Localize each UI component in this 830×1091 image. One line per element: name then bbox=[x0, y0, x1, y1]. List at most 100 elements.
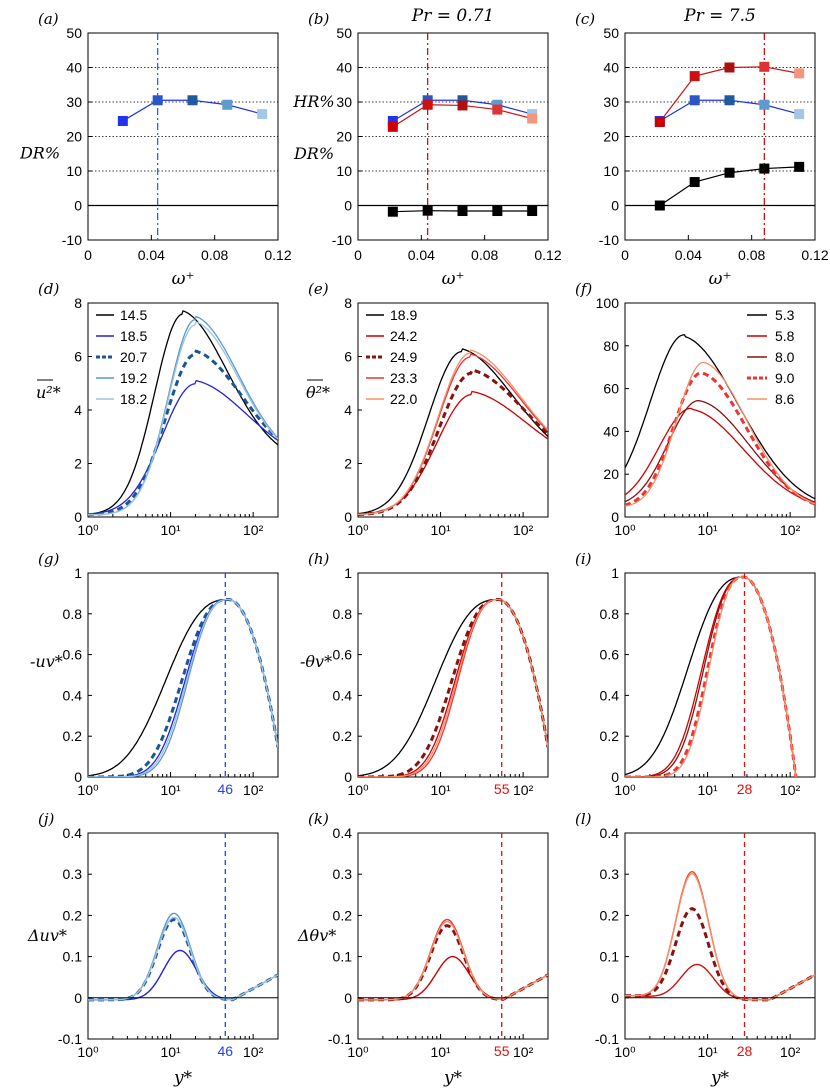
x-tick-label: 0 bbox=[621, 247, 629, 263]
x-axis-label: y* bbox=[443, 1068, 463, 1088]
y-axis-label: DR% bbox=[19, 144, 60, 163]
legend-label: 5.8 bbox=[775, 328, 795, 344]
curve-5.3 bbox=[625, 334, 815, 500]
legend-label: 22.0 bbox=[390, 391, 417, 407]
x-tick-label: 10² bbox=[780, 522, 801, 538]
curve-difference bbox=[88, 916, 278, 1001]
panel-label: (c) bbox=[575, 10, 595, 28]
plot-frame bbox=[87, 832, 279, 1040]
legend-label: 5.3 bbox=[775, 307, 795, 323]
panel-label: (h) bbox=[308, 550, 330, 568]
y-tick-label: 100 bbox=[596, 295, 620, 311]
y-tick-label: 40 bbox=[603, 60, 619, 76]
data-point-diff bbox=[492, 206, 503, 217]
x-tick-label: 10² bbox=[243, 1044, 264, 1060]
legend-label: 23.3 bbox=[390, 370, 417, 386]
y-tick-label: 0.1 bbox=[63, 949, 83, 965]
x-tick-label: 10⁰ bbox=[614, 782, 636, 798]
panel-j: (j) -0.1 0 0.1 0.2 0.3 0.4 10⁰ 10¹ 10² 46 Δuv* y* bbox=[27, 810, 279, 1088]
curve-23.3 bbox=[358, 353, 548, 516]
y-tick-label: 4 bbox=[344, 402, 352, 418]
y-tick-label: 0.2 bbox=[600, 907, 620, 923]
x-tick-label: 10² bbox=[243, 522, 264, 538]
panel-label: (g) bbox=[38, 550, 59, 568]
curve-profile bbox=[625, 576, 797, 777]
data-point-DR bbox=[117, 115, 128, 126]
plot-area bbox=[358, 348, 548, 516]
curve-22.0 bbox=[358, 349, 548, 516]
panel-label: (d) bbox=[38, 280, 59, 298]
data-point-diff bbox=[759, 163, 770, 174]
y-tick-label: 2 bbox=[74, 456, 82, 472]
y-tick-label: 1 bbox=[74, 565, 82, 581]
y-tick-label: 0.2 bbox=[333, 728, 353, 744]
y-tick-label: 0.4 bbox=[600, 687, 620, 703]
x-axis-label: ω⁺ bbox=[709, 269, 732, 289]
data-point-DR bbox=[222, 99, 233, 110]
legend-label: 18.5 bbox=[120, 328, 147, 344]
curve-difference bbox=[625, 873, 815, 1001]
panel-l: (l) -0.1 0 0.1 0.2 0.3 0.4 10⁰ 10¹ 10² 28 y* bbox=[575, 810, 816, 1088]
y-axis-label: -uv* bbox=[30, 652, 63, 671]
data-point-HR bbox=[759, 61, 770, 72]
y-tick-label: 0.3 bbox=[600, 866, 620, 882]
y-tick-label: 0.4 bbox=[333, 825, 353, 841]
y-tick-label: 0 bbox=[344, 769, 352, 785]
y-tick-label: 0.2 bbox=[63, 907, 83, 923]
x-tick-label: 0 bbox=[354, 247, 362, 263]
y-tick-label: 0.6 bbox=[600, 647, 620, 663]
plot-area bbox=[88, 310, 278, 517]
curve-18.5 bbox=[88, 379, 278, 515]
curve-18.2 bbox=[88, 321, 278, 516]
curve-8.0 bbox=[625, 399, 815, 503]
plot-area bbox=[358, 918, 548, 1002]
curve-profile bbox=[625, 576, 797, 777]
x-tick-label: 0.04 bbox=[675, 247, 702, 263]
x-tick-label: 10¹ bbox=[160, 1044, 181, 1060]
legend-label: 9.0 bbox=[775, 370, 795, 386]
legend-label: 18.2 bbox=[120, 391, 147, 407]
y-tick-label: 1 bbox=[611, 565, 619, 581]
plot-frame bbox=[87, 572, 279, 778]
curve-difference bbox=[88, 918, 278, 1002]
plot-area bbox=[358, 598, 548, 777]
y-tick-label: 0.6 bbox=[333, 647, 353, 663]
y-axis-label-dr: DR% bbox=[293, 144, 334, 163]
plot-area bbox=[625, 334, 815, 507]
y-tick-label: -0.1 bbox=[595, 1031, 619, 1047]
x-tick-label: 10¹ bbox=[160, 782, 181, 798]
y-tick-label: 80 bbox=[603, 338, 619, 354]
column-title: Pr = 7.5 bbox=[683, 6, 756, 26]
data-point-HR bbox=[457, 100, 468, 111]
x-tick-label: 10¹ bbox=[430, 782, 451, 798]
panel-f: (f) 0 20 40 60 80 100 10⁰ 10¹ 10² 5.3 5.8 8.0 9.0 8.6 bbox=[575, 280, 816, 538]
y-tick-label: 30 bbox=[66, 94, 82, 110]
panel-label: (j) bbox=[38, 810, 55, 828]
y-tick-label: 20 bbox=[603, 466, 619, 482]
curve-difference bbox=[88, 912, 278, 1001]
curve-profile bbox=[625, 575, 798, 777]
data-point-HR bbox=[492, 104, 503, 115]
data-point-DR bbox=[759, 99, 770, 110]
y-tick-label: 40 bbox=[603, 423, 619, 439]
y-tick-label: 0 bbox=[344, 990, 352, 1006]
y-tick-label: 0.8 bbox=[600, 606, 620, 622]
curve-difference bbox=[88, 949, 278, 1001]
data-point-DR bbox=[724, 95, 735, 106]
x-tick-label: 0.12 bbox=[801, 247, 828, 263]
y-tick-label: 0 bbox=[74, 509, 82, 525]
curve-9.0 bbox=[625, 371, 815, 507]
panel-i: (i) 0 0.2 0.4 0.6 0.8 1 10⁰ 10¹ 10² 28 bbox=[575, 550, 816, 798]
panel-label: (e) bbox=[308, 280, 329, 298]
x-tick-label: 10² bbox=[243, 782, 264, 798]
legend-label: 8.6 bbox=[775, 391, 795, 407]
y-tick-label: 4 bbox=[74, 402, 82, 418]
data-point-HR bbox=[422, 99, 433, 110]
x-tick-label: 10¹ bbox=[430, 1044, 451, 1060]
y-tick-label: 8 bbox=[74, 295, 82, 311]
y-axis-label-hr: HR% bbox=[292, 92, 334, 111]
y-tick-label: -0.1 bbox=[58, 1031, 82, 1047]
y-tick-label: 50 bbox=[66, 25, 82, 41]
plot-area bbox=[625, 575, 798, 777]
